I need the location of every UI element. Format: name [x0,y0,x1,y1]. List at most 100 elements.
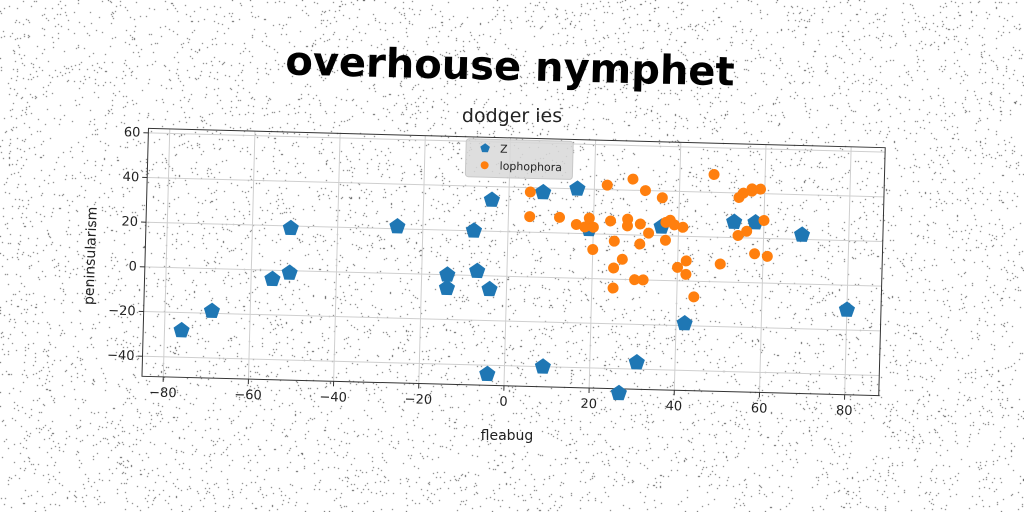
grid-line-y [142,355,880,376]
y-tick-label: −40 [107,348,135,364]
data-point-Z [569,180,586,196]
y-axis-label: peninsularism [81,206,100,305]
data-point-Z [203,302,220,319]
data-point-Z [481,280,498,297]
data-point-Z [281,264,298,280]
data-point-Z [628,353,645,370]
data-point-lophophora [680,255,692,267]
data-points [173,168,856,401]
data-point-lophophora [634,238,646,250]
grid-line-x [503,137,511,386]
plot-area: −80 −60 −40 −20 0 20 40 60 80 −40 −20 0 20 40 60 Z lo… [107,125,886,419]
legend: Z lophophora [464,138,574,180]
grid-line-y [144,266,882,287]
data-point-lophophora [680,268,692,280]
x-tick-label: 40 [665,399,682,414]
data-point-lophophora [749,248,761,260]
data-point-Z [465,222,483,238]
data-point-Z [479,365,496,382]
data-point-Z [389,218,406,234]
data-point-lophophora [688,291,700,303]
data-point-lophophora [741,225,753,237]
data-point-lophophora [737,187,749,199]
grid-line-x [247,131,256,380]
grid-line-x [162,128,171,377]
x-tick-label: −60 [234,388,262,404]
data-point-lophophora [622,213,634,225]
legend-label-lophophora: lophophora [499,160,562,175]
data-point-lophophora [629,274,641,286]
grid-line-x [333,133,341,382]
data-point-Z [282,219,299,236]
y-axis-ticks: −40 −20 0 20 40 60 [107,125,149,364]
data-point-lophophora [746,185,758,197]
data-point-lophophora [554,211,566,223]
data-point-Z [793,226,811,242]
chart-title: overhouse nymphet [285,39,735,96]
legend-marker-lophophora [480,161,489,170]
series-lophophora [524,168,773,303]
legend-label-z: Z [500,143,508,156]
series-Z [173,180,856,401]
x-tick-label: −20 [404,392,432,408]
data-point-Z [173,321,190,338]
data-point-lophophora [524,211,536,223]
data-point-lophophora [570,219,582,231]
data-point-Z [726,213,743,229]
data-point-lophophora [639,185,651,197]
x-axis-ticks: −80 −60 −40 −20 0 20 40 60 80 [149,376,853,419]
legend-marker-z [480,143,490,153]
axes-frame [141,127,886,397]
grid-line-x [418,135,426,384]
x-tick-label: 0 [499,395,508,410]
y-tick-label: 60 [124,125,141,140]
grid-line-y [146,221,883,242]
data-point-lophophora [758,214,770,226]
data-point-lophophora [587,221,599,233]
data-point-lophophora [643,227,655,239]
grid-line-y [147,177,884,198]
data-point-lophophora [601,179,613,191]
data-point-Z [264,270,281,287]
y-tick-label: 0 [128,259,137,274]
data-point-lophophora [634,218,646,230]
data-point-lophophora [627,173,639,185]
data-point-Z [534,358,551,374]
x-tick-label: −40 [319,390,347,406]
data-point-lophophora [587,244,599,256]
data-point-lophophora [656,192,668,204]
legend-box [464,138,574,180]
data-point-lophophora [616,253,628,265]
data-point-Z [483,191,500,207]
data-point-lophophora [672,261,684,273]
data-point-Z [535,183,552,200]
data-point-Z [469,262,486,279]
grid-line-y [143,311,881,332]
data-point-lophophora [607,282,619,294]
x-tick-label: 60 [751,401,768,416]
data-point-lophophora [583,212,595,224]
x-tick-label: 20 [580,397,597,412]
data-point-lophophora [732,229,744,241]
chart-subtitle: dodger ies [462,105,562,127]
data-point-lophophora [677,221,689,233]
y-tick-label: 40 [122,170,139,185]
data-point-lophophora [608,235,620,247]
data-point-lophophora [668,219,680,231]
data-point-lophophora [761,250,773,262]
data-point-Z [838,301,856,317]
data-point-Z [438,279,456,296]
data-point-lophophora [608,262,620,274]
data-point-lophophora [637,274,649,286]
data-point-lophophora [755,183,767,195]
data-point-lophophora [659,234,671,246]
x-axis-label: fleabug [481,428,534,444]
data-point-lophophora [579,221,591,233]
data-point-Z [676,314,693,331]
data-point-lophophora [605,215,617,227]
x-tick-label: 80 [836,403,853,418]
grid-line-x [758,144,767,393]
data-point-lophophora [714,258,726,270]
data-point-Z [610,384,627,401]
